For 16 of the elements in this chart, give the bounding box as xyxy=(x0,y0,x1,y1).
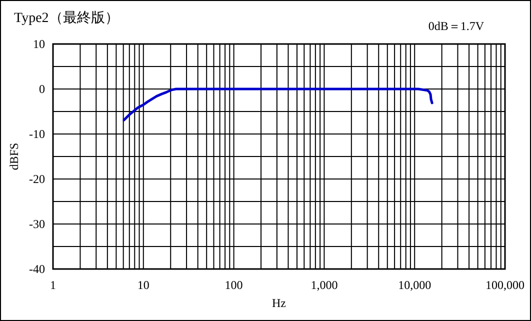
y-tick-label: 10 xyxy=(33,37,45,51)
y-tick-label: -40 xyxy=(29,262,45,276)
y-tick-label: 0 xyxy=(39,82,45,96)
x-tick-label: 1,000 xyxy=(310,278,338,292)
chart-title: Type2（最終版） xyxy=(14,10,119,26)
y-axis-title: dBFS xyxy=(7,142,21,170)
y-tick-label: -20 xyxy=(29,172,45,186)
y-tick-label: -30 xyxy=(29,217,45,231)
x-axis-title: Hz xyxy=(272,296,286,310)
x-tick-label: 100,000 xyxy=(486,278,524,292)
y-tick-label: -10 xyxy=(29,127,45,141)
text: 0dB＝1.7V xyxy=(428,19,484,33)
x-tick-label: 1 xyxy=(50,278,56,292)
x-tick-label: 10 xyxy=(137,278,150,292)
x-tick-label: 100 xyxy=(224,278,243,292)
x-tick-label: 10,000 xyxy=(398,278,432,292)
